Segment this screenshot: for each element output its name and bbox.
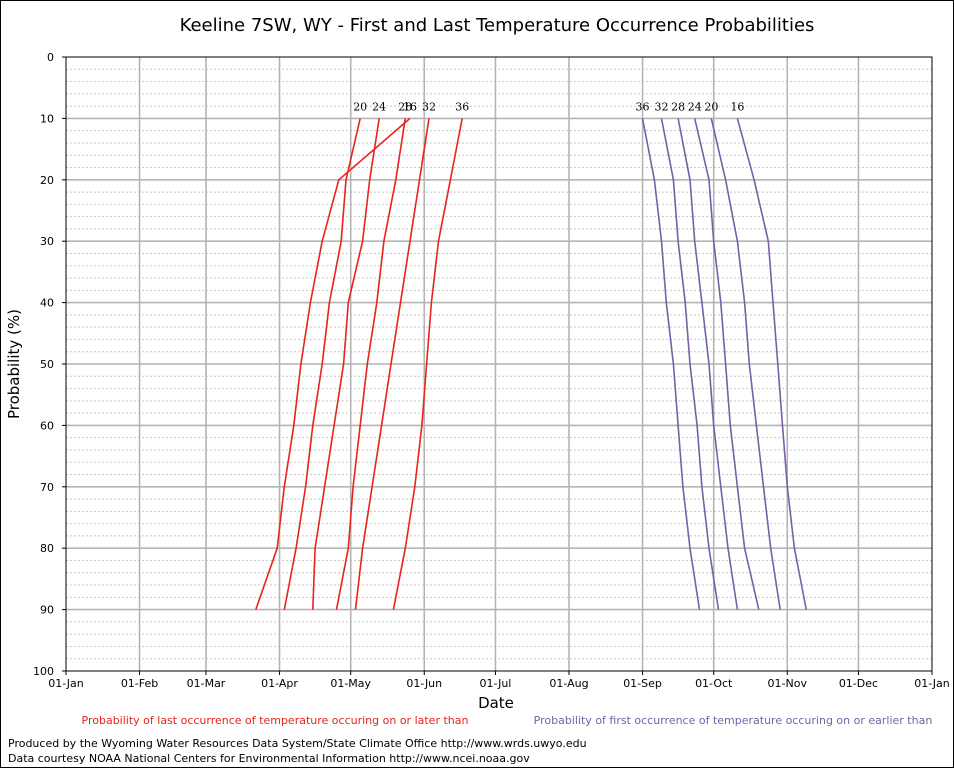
- y-tick-label: 90: [40, 604, 54, 617]
- y-axis-ticks: 0 10 20 30 40 50 60 70 80 90 100: [33, 51, 66, 678]
- series-label-first-36: 36: [636, 100, 650, 113]
- x-tick-label: 01-Oct: [695, 677, 733, 690]
- y-tick-label: 100: [33, 665, 54, 678]
- x-axis-title: Date: [478, 694, 514, 712]
- series-line-last-28: [335, 118, 407, 610]
- series-lines: [255, 117, 808, 610]
- x-tick-label: 01-Aug: [549, 677, 588, 690]
- major-grid: [66, 57, 932, 671]
- y-tick-label: 30: [40, 235, 54, 248]
- series-line-first-20: [710, 118, 781, 610]
- series-line-first-24: [693, 118, 760, 610]
- series-label-first-16: 16: [730, 100, 744, 113]
- x-tick-label: 01-Mar: [187, 677, 226, 690]
- x-tick-label: 01-Jan: [48, 677, 84, 690]
- y-tick-label: 0: [47, 51, 54, 64]
- series-label-last-16: 16: [403, 100, 417, 113]
- chart-title: Keeline 7SW, WY - First and Last Tempera…: [180, 15, 815, 36]
- x-tick-label: 01-Jul: [480, 677, 512, 690]
- series-line-last-32: [354, 118, 430, 610]
- x-axis-ticks: 01-Jan 01-Feb 01-Mar 01-Apr 01-May 01-Jun 01-J…: [48, 671, 950, 690]
- series-line-first-32: [660, 118, 720, 610]
- legend-last-occurrence: Probability of last occurrence of temper…: [82, 714, 469, 727]
- series-label-first-24: 24: [688, 100, 702, 113]
- series-line-last-16: [255, 117, 411, 610]
- x-tick-label: 01-Dec: [839, 677, 878, 690]
- x-tick-label: 01-Feb: [121, 677, 158, 690]
- y-axis-title: Probability (%): [5, 309, 23, 419]
- legend-first-occurrence: Probability of first occurrence of tempe…: [534, 714, 933, 727]
- x-tick-label: 01-Jun: [406, 677, 442, 690]
- y-tick-label: 60: [40, 419, 54, 432]
- series-label-last-20: 20: [353, 100, 367, 113]
- x-tick-label: 01-Apr: [261, 677, 298, 690]
- series-line-last-36: [392, 118, 463, 610]
- x-tick-label: 01-May: [330, 677, 371, 690]
- y-tick-label: 40: [40, 297, 54, 310]
- x-tick-label: 01-Jan: [914, 677, 950, 690]
- y-tick-label: 20: [40, 174, 54, 187]
- series-label-last-36: 36: [455, 100, 469, 113]
- series-label-first-32: 32: [655, 100, 669, 113]
- footer-produced-by: Produced by the Wyoming Water Resources …: [8, 737, 587, 750]
- y-tick-label: 10: [40, 112, 54, 125]
- y-tick-label: 70: [40, 481, 54, 494]
- footer-data-courtesy: Data courtesy NOAA National Centers for …: [8, 752, 530, 765]
- series-label-last-32: 32: [422, 100, 436, 113]
- series-label-first-28: 28: [671, 100, 685, 113]
- x-tick-label: 01-Nov: [768, 677, 808, 690]
- series-line-first-36: [641, 118, 701, 610]
- series-label-first-20: 20: [704, 100, 718, 113]
- series-line-last-24: [312, 118, 380, 610]
- y-tick-label: 80: [40, 542, 54, 555]
- series-label-last-28: 28: [398, 100, 412, 113]
- x-tick-label: 01-Sep: [623, 677, 662, 690]
- y-tick-label: 50: [40, 358, 54, 371]
- series-line-first-28: [677, 118, 739, 610]
- series-line-last-20: [283, 118, 361, 610]
- series-line-first-16: [736, 118, 808, 610]
- series-label-last-24: 24: [372, 100, 386, 113]
